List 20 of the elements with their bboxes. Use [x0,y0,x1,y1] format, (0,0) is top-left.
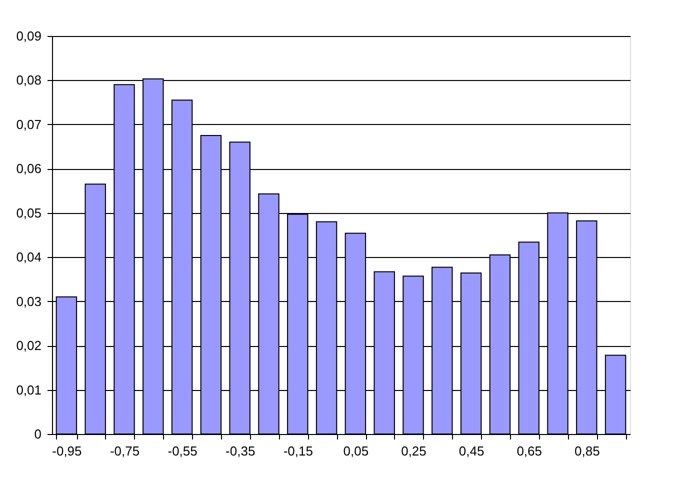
y-tick-label: 0 [34,426,42,442]
x-tick-label: 0,25 [401,444,426,458]
y-tick-label: 0,02 [16,338,42,354]
x-tick-label: 0,85 [574,444,600,458]
y-tick-label: 0,09 [16,28,42,44]
x-tick-label: 0,45 [458,444,484,458]
y-tick-label: 0,08 [16,72,42,88]
x-tick-label: -0,55 [168,444,198,458]
y-tick-label: 0,04 [16,250,42,265]
x-tick-label: -0,75 [110,444,140,458]
x-tick-label: -0,95 [52,444,82,458]
y-tick-label: 0,03 [16,294,42,309]
x-tick-label: 0,05 [343,444,369,458]
x-tick-label: -0,15 [283,444,313,458]
y-tick-label: 0,05 [16,205,42,220]
y-tick-label: 0,01 [16,382,42,398]
x-tick-label: 0,65 [516,444,542,458]
y-tick-label: 0,07 [16,116,42,132]
y-tick-label: 0,06 [16,161,42,176]
x-tick-label: -0,35 [226,444,256,458]
